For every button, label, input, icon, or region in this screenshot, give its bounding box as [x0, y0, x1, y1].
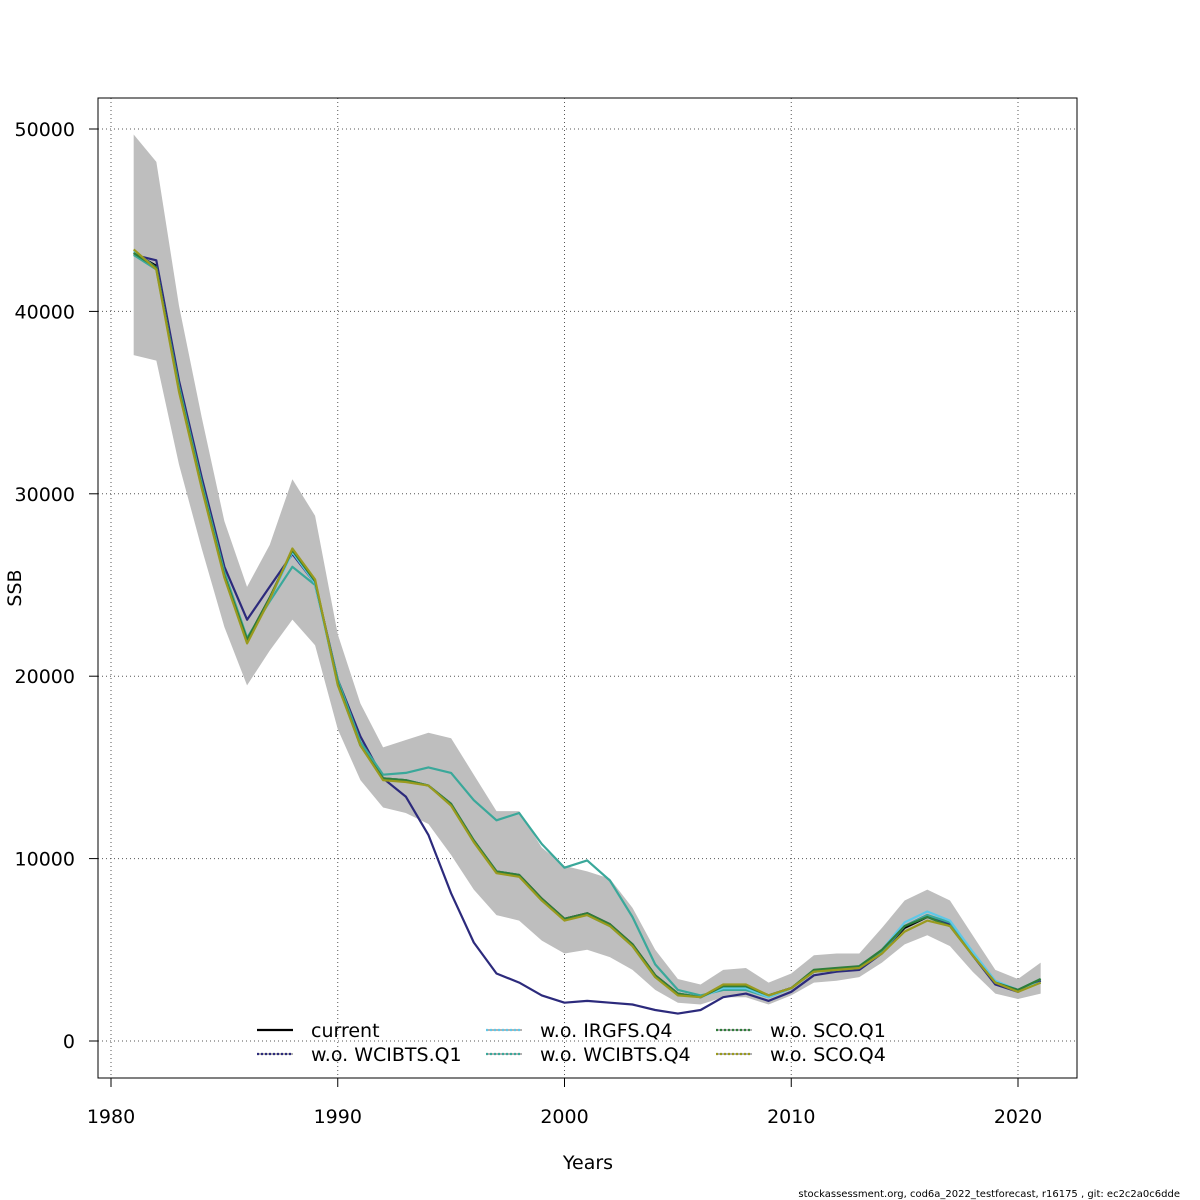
y-tick-label: 20000	[15, 666, 75, 688]
legend-label: w.o. WCIBTS.Q1	[311, 1044, 462, 1066]
y-tick-label: 30000	[15, 484, 75, 506]
y-tick-label: 50000	[15, 119, 75, 141]
x-axis-title: Years	[562, 1152, 613, 1174]
series-lines	[132, 248, 1042, 1015]
confidence-band-area	[133, 134, 1041, 1005]
y-axis: 0 10000 20000 30000 40000 50000	[15, 119, 99, 1053]
x-tick-label: 1990	[314, 1106, 362, 1128]
footer-credit: stockassessment.org, cod6a_2022_testfore…	[798, 1189, 1180, 1200]
legend-label: w.o. SCO.Q4	[770, 1044, 886, 1066]
series-line-w-o-sco-q4	[132, 248, 1042, 999]
confidence-band	[133, 134, 1041, 1005]
legend-label: w.o. WCIBTS.Q4	[540, 1044, 691, 1066]
y-axis-title: SSB	[4, 569, 26, 606]
legend-label: w.o. IRGFS.Q4	[540, 1020, 672, 1042]
x-tick-label: 2010	[767, 1106, 815, 1128]
x-tick-label: 1980	[87, 1106, 135, 1128]
y-tick-label: 0	[63, 1031, 75, 1053]
y-tick-label: 10000	[15, 849, 75, 871]
x-tick-label: 2000	[540, 1106, 588, 1128]
legend-label: current	[311, 1020, 380, 1042]
x-axis: 1980 1990 2000 2010 2020	[87, 1077, 1042, 1128]
y-tick-label: 40000	[15, 301, 75, 323]
x-tick-label: 2020	[994, 1106, 1042, 1128]
legend-label: w.o. SCO.Q1	[770, 1020, 886, 1042]
